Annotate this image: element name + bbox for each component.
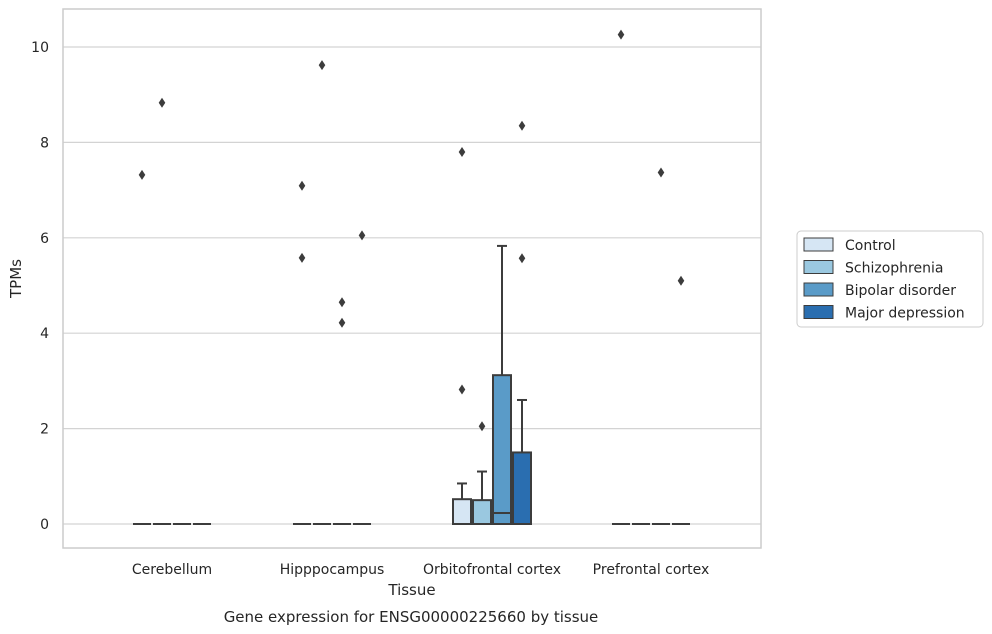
- outlier-point: [518, 253, 526, 264]
- box-3-2: [652, 167, 670, 525]
- box-0-0: [133, 169, 151, 525]
- y-tick-label: 6: [40, 231, 49, 247]
- gridlines: [63, 46, 761, 525]
- outlier-point: [298, 252, 306, 263]
- box-2-3: [512, 120, 532, 526]
- y-tick-labels: 0 2 4 6 8 10: [31, 40, 49, 533]
- outlier-point: [298, 180, 306, 191]
- outlier-point: [617, 29, 625, 40]
- legend-label: Schizophrenia: [845, 261, 943, 277]
- outlier-point: [338, 297, 346, 308]
- plot-frame: [62, 8, 762, 549]
- x-tick-labels: Cerebellum Hipppocampus Orbitofrontal cort…: [132, 562, 709, 578]
- y-tick-label: 10: [31, 40, 49, 56]
- outlier-point: [358, 230, 366, 241]
- outlier-point: [338, 317, 346, 328]
- legend-label: Major depression: [845, 306, 965, 322]
- legend-swatch: [803, 260, 834, 274]
- box-2-2: [492, 244, 512, 525]
- box-1-0: [293, 180, 311, 525]
- box: [472, 499, 492, 525]
- x-axis-label: Tissue: [387, 581, 435, 599]
- outlier-point: [458, 146, 466, 157]
- box-1-1: [313, 60, 331, 525]
- legend-frame: [796, 230, 984, 328]
- box-2-1: [472, 421, 492, 525]
- y-tick-label: 8: [40, 135, 49, 151]
- legend-label: Bipolar disorder: [845, 283, 956, 299]
- x-tick-label: Hipppocampus: [280, 562, 385, 578]
- box-0-1: [153, 97, 171, 525]
- y-tick-label: 0: [40, 517, 49, 533]
- outlier-point: [318, 60, 326, 71]
- box-3-0: [612, 29, 630, 525]
- outlier-point: [158, 97, 166, 108]
- legend-swatch: [803, 305, 834, 319]
- box: [512, 451, 532, 526]
- box-2-0: [452, 146, 472, 526]
- legend-swatch: [803, 237, 834, 252]
- box-1-3: [353, 230, 371, 525]
- legend-label: Control: [845, 238, 896, 254]
- outlier-point: [677, 275, 685, 286]
- box-3-3: [672, 275, 690, 525]
- x-tick-label: Cerebellum: [132, 562, 212, 578]
- outlier-point: [657, 167, 665, 178]
- outlier-point: [518, 120, 526, 131]
- outlier-point: [458, 384, 466, 395]
- box-layer: [133, 29, 690, 526]
- box: [492, 374, 512, 525]
- chart-caption: Gene expression for ENSG00000225660 by t…: [224, 608, 599, 626]
- legend-swatch: [803, 282, 834, 297]
- x-tick-label: Orbitofrontal cortex: [423, 562, 561, 578]
- box-1-2: [333, 297, 351, 525]
- y-axis-label: TPMs: [7, 259, 25, 299]
- outlier-point: [478, 421, 486, 432]
- y-tick-label: 4: [40, 326, 49, 342]
- y-tick-label: 2: [40, 422, 49, 438]
- box: [452, 498, 472, 526]
- outlier-point: [138, 169, 146, 180]
- x-tick-label: Prefrontal cortex: [593, 562, 710, 578]
- legend: Control Schizophrenia Bipolar disorder Majo…: [796, 230, 984, 328]
